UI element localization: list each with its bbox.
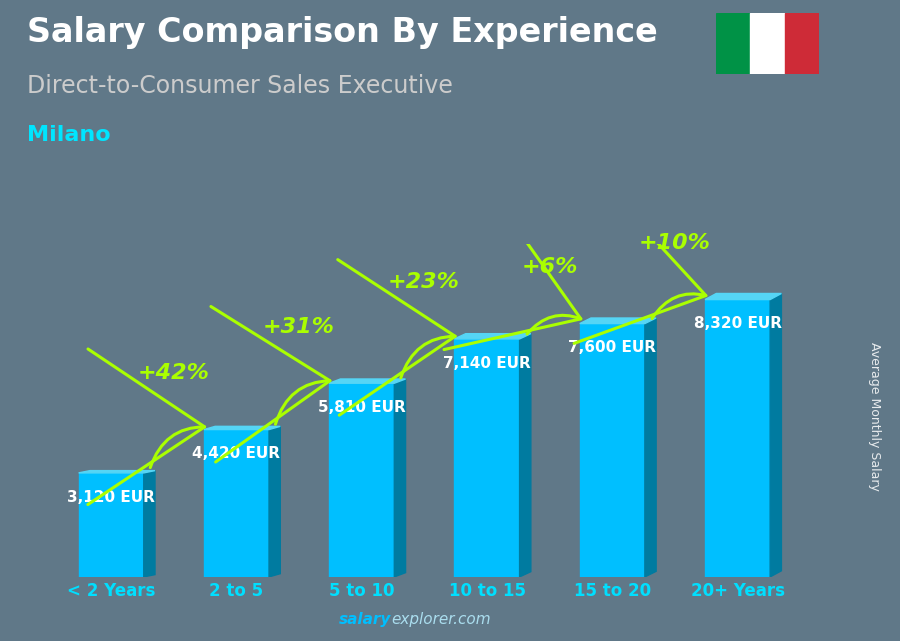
Text: +6%: +6% [521,257,578,277]
Bar [580,324,645,577]
Text: 7,140 EUR: 7,140 EUR [443,356,531,370]
Bar [750,13,785,74]
Bar [716,13,750,74]
Text: salary: salary [339,612,392,627]
Text: 3,120 EUR: 3,120 EUR [68,490,155,504]
FancyArrowPatch shape [88,349,204,504]
FancyArrowPatch shape [574,192,706,344]
Polygon shape [454,334,531,339]
Text: +31%: +31% [263,317,335,337]
Polygon shape [329,379,406,383]
Text: 5,810 EUR: 5,810 EUR [318,400,406,415]
Bar [78,473,144,577]
Bar [785,13,819,74]
Text: Average Monthly Salary: Average Monthly Salary [868,342,881,491]
Text: explorer.com: explorer.com [392,612,491,627]
Bar [204,429,269,577]
Polygon shape [705,294,781,299]
Text: 8,320 EUR: 8,320 EUR [694,316,781,331]
Polygon shape [519,334,531,577]
Polygon shape [645,318,656,577]
Polygon shape [78,470,155,473]
Polygon shape [394,379,406,577]
Polygon shape [580,318,656,324]
Polygon shape [269,426,280,577]
FancyArrowPatch shape [444,204,580,349]
Polygon shape [204,426,280,429]
FancyArrowPatch shape [338,260,455,415]
Bar [705,299,770,577]
Text: +10%: +10% [639,233,711,253]
Text: 7,600 EUR: 7,600 EUR [568,340,656,355]
Text: 4,420 EUR: 4,420 EUR [193,446,281,462]
Polygon shape [770,294,781,577]
Bar [329,383,394,577]
Text: +23%: +23% [388,272,460,292]
Polygon shape [144,470,155,577]
Text: Salary Comparison By Experience: Salary Comparison By Experience [27,16,658,49]
Text: +42%: +42% [138,363,210,383]
Bar [454,339,519,577]
Text: Direct-to-Consumer Sales Executive: Direct-to-Consumer Sales Executive [27,74,453,97]
FancyArrowPatch shape [211,306,330,462]
Text: Milano: Milano [27,125,111,145]
